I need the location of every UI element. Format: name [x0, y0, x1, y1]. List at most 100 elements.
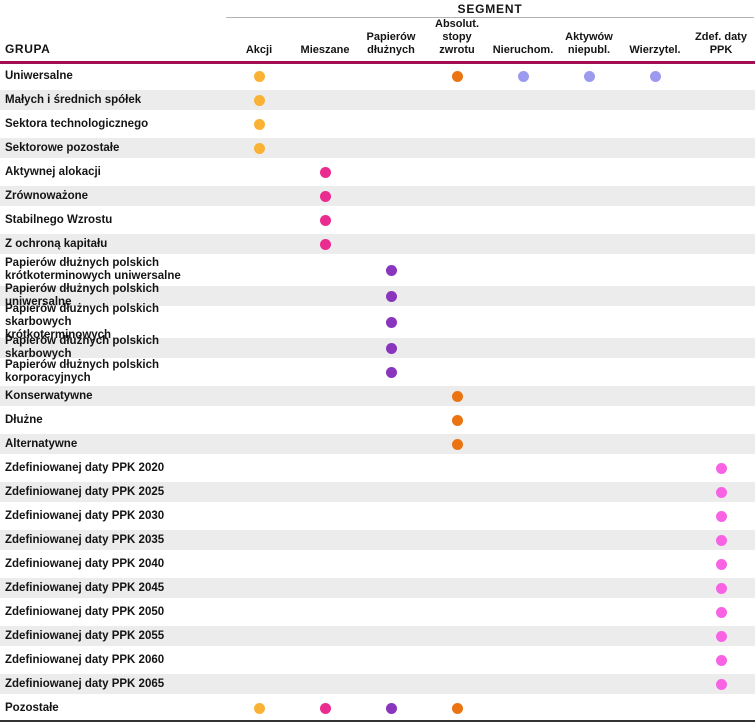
row-label: Papierów dłużnych polskich uniwersalne [5, 283, 160, 308]
akcji-dot [253, 94, 265, 106]
cell-ppk [688, 678, 754, 690]
cell-ppk [688, 510, 754, 522]
row-label: Konserwatywne [5, 389, 93, 402]
mieszane-dot [319, 214, 331, 226]
aktywow-dot [583, 70, 595, 82]
row-label: Zdefiniowanej daty PPK 2055 [5, 629, 165, 642]
column-header-akcji: Akcji [245, 44, 273, 56]
ppk-dot [715, 462, 727, 474]
cell-ppk [688, 558, 754, 570]
ppk-dot [715, 606, 727, 618]
table-row: Pozostałe [0, 696, 755, 720]
ppk-dot [715, 558, 727, 570]
row-label: Zdefiniowanej daty PPK 2025 [5, 485, 165, 498]
row-label: Papierów dłużnych polskich korporacyjnyc… [5, 359, 160, 384]
cell-wierzytel [622, 70, 688, 82]
row-label: Papierów dłużnych polskich skarbowych [5, 335, 160, 360]
papierow-dot [385, 342, 397, 354]
table-row: Zdefiniowanej daty PPK 2045 [0, 576, 755, 600]
cell-absolut [424, 702, 490, 714]
akcji-dot [253, 142, 265, 154]
absolut-dot [451, 438, 463, 450]
table-row: Z ochroną kapitału [0, 232, 755, 256]
absolut-dot [451, 702, 463, 714]
ppk-dot [715, 678, 727, 690]
row-label: Stabilnego Wzrostu [5, 213, 113, 226]
cell-mieszane [292, 702, 358, 714]
row-label: Zdefiniowanej daty PPK 2035 [5, 533, 165, 546]
cell-ppk [688, 606, 754, 618]
cell-akcji [226, 702, 292, 714]
row-label: Zrównoważone [5, 189, 89, 202]
table-row: Papierów dłużnych polskich skarbowych [0, 335, 755, 360]
mieszane-dot [319, 166, 331, 178]
papierow-dot [385, 316, 397, 328]
cell-absolut [424, 70, 490, 82]
table-row: Zrównoważone [0, 184, 755, 208]
segment-header-area: SEGMENT Akcji Mieszane Papierów dłużnych Ab… [226, 0, 754, 61]
wierzytel-dot [649, 70, 661, 82]
table-row: Dłużne [0, 408, 755, 432]
cell-papierow [358, 264, 424, 276]
table-row: Zdefiniowanej daty PPK 2040 [0, 552, 755, 576]
cell-papierow [358, 366, 424, 378]
ppk-dot [715, 582, 727, 594]
cell-papierow [358, 290, 424, 302]
table-row: Zdefiniowanej daty PPK 2020 [0, 456, 755, 480]
segment-label: SEGMENT [226, 0, 754, 18]
cell-absolut [424, 438, 490, 450]
table-row: Stabilnego Wzrostu [0, 208, 755, 232]
table-row: Papierów dłużnych polskich skarbowych kr… [0, 303, 755, 341]
cell-ppk [688, 582, 754, 594]
table-row: Konserwatywne [0, 384, 755, 408]
row-label: Aktywnej alokacji [5, 165, 101, 178]
cell-papierow [358, 702, 424, 714]
mieszane-dot [319, 238, 331, 250]
table-row: Papierów dłużnych polskich uniwersalne [0, 283, 755, 308]
row-label: Zdefiniowanej daty PPK 2030 [5, 509, 165, 522]
grupa-label: GRUPA [5, 42, 51, 56]
cell-mieszane [292, 238, 358, 250]
table-row: Uniwersalne [0, 64, 755, 88]
cell-absolut [424, 414, 490, 426]
row-label: Alternatywne [5, 437, 78, 450]
cell-akcji [226, 70, 292, 82]
table-row: Papierów dłużnych polskich krótkotermino… [0, 256, 755, 284]
cell-papierow [358, 316, 424, 328]
papierow-dot [385, 290, 397, 302]
cell-mieszane [292, 166, 358, 178]
row-label: Sektora technologicznego [5, 117, 149, 130]
table-row: Zdefiniowanej daty PPK 2055 [0, 624, 755, 648]
table-row: Zdefiniowanej daty PPK 2030 [0, 504, 755, 528]
absolut-dot [451, 70, 463, 82]
mieszane-dot [319, 702, 331, 714]
column-header-absolut: Absolut. stopy zwrotu [435, 18, 479, 56]
mieszane-dot [319, 190, 331, 202]
cell-absolut [424, 390, 490, 402]
column-header-wierzytel: Wierzytel. [629, 44, 681, 56]
cell-nieruchom [490, 70, 556, 82]
cell-ppk [688, 534, 754, 546]
cell-ppk [688, 462, 754, 474]
table-row: Zdefiniowanej daty PPK 2065 [0, 672, 755, 696]
akcji-dot [253, 702, 265, 714]
akcji-dot [253, 118, 265, 130]
ppk-dot [715, 654, 727, 666]
cell-ppk [688, 630, 754, 642]
row-label: Pozostałe [5, 701, 59, 714]
row-label: Uniwersalne [5, 69, 73, 82]
cell-ppk [688, 486, 754, 498]
table-row: Zdefiniowanej daty PPK 2050 [0, 600, 755, 624]
row-label: Zdefiniowanej daty PPK 2020 [5, 461, 165, 474]
nieruchom-dot [517, 70, 529, 82]
cell-aktywow [556, 70, 622, 82]
table-row: Zdefiniowanej daty PPK 2035 [0, 528, 755, 552]
table-row: Zdefiniowanej daty PPK 2060 [0, 648, 755, 672]
row-label: Z ochroną kapitału [5, 237, 108, 250]
row-label: Zdefiniowanej daty PPK 2050 [5, 605, 165, 618]
row-label: Sektorowe pozostałe [5, 141, 120, 154]
akcji-dot [253, 70, 265, 82]
row-label: Papierów dłużnych polskich krótkotermino… [5, 257, 181, 282]
row-label: Papierów dłużnych polskich skarbowych kr… [5, 302, 160, 341]
